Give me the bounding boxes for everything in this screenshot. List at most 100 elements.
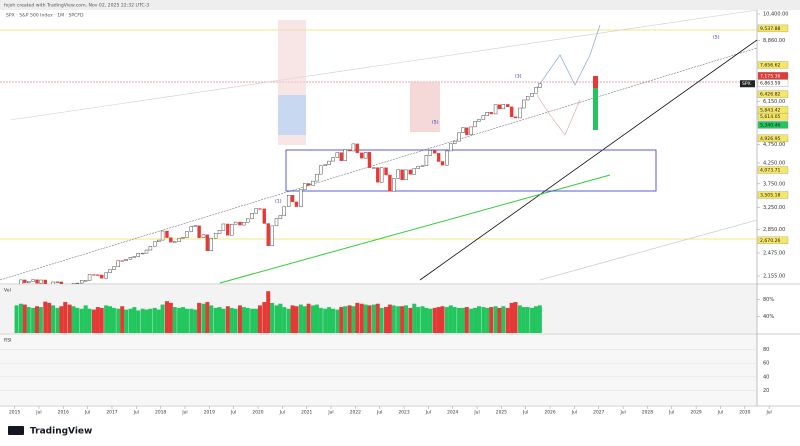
- rsi-panel: [0, 335, 757, 405]
- volume-bar: [257, 305, 262, 333]
- volume-bar: [120, 306, 125, 333]
- volume-bar: [416, 307, 421, 333]
- price-label-bg: [757, 236, 789, 244]
- volume-bar: [148, 308, 153, 333]
- candle: [71, 283, 76, 284]
- candle: [538, 83, 542, 88]
- candle: [144, 249, 149, 254]
- candle: [477, 119, 481, 122]
- volume-bar: [132, 307, 137, 333]
- candle: [473, 121, 477, 128]
- volume-bar: [464, 307, 469, 333]
- volume-bar: [262, 302, 267, 333]
- candle: [461, 127, 465, 133]
- candle: [205, 234, 210, 252]
- volume-bar: [517, 305, 522, 333]
- candle: [481, 115, 486, 120]
- price-label: 6,426.82: [760, 92, 781, 98]
- candle: [116, 260, 120, 267]
- volume-bar: [359, 303, 364, 333]
- candle: [335, 152, 340, 158]
- y-tick-label: 10,400.00: [763, 12, 788, 18]
- volume-bar: [124, 309, 129, 333]
- candle: [23, 279, 27, 284]
- candle: [469, 126, 473, 135]
- x-tick-label: Jul: [230, 410, 236, 416]
- zone: [278, 95, 306, 135]
- candle: [209, 238, 213, 252]
- candle: [424, 155, 429, 166]
- candle: [343, 149, 347, 161]
- volume-bar: [403, 305, 408, 333]
- volume-bar: [55, 307, 60, 333]
- price-label: 3,505.18: [760, 193, 781, 199]
- x-tick-label: Jul: [571, 410, 577, 416]
- x-tick-label: Jul: [181, 410, 187, 416]
- volume-bar: [481, 307, 486, 333]
- volume-bar: [128, 308, 133, 333]
- x-tick-label: 2029: [691, 410, 702, 416]
- volume-bar: [99, 307, 104, 333]
- volume-bar: [31, 307, 36, 333]
- price-label-bg: [757, 112, 789, 121]
- candle: [294, 201, 299, 207]
- candle: [262, 208, 267, 224]
- volume-bar: [193, 309, 198, 333]
- candle: [185, 231, 189, 238]
- volume-bar: [290, 305, 295, 333]
- volume-bar: [91, 309, 96, 333]
- candle: [258, 208, 262, 210]
- volume-bar: [493, 306, 498, 333]
- volume-bar: [530, 307, 535, 333]
- x-tick-label: 2028: [642, 410, 653, 416]
- candle: [347, 149, 352, 152]
- volume-bar: [323, 308, 328, 333]
- x-tick-label: 2017: [106, 410, 117, 416]
- volume-bar: [391, 305, 396, 333]
- volume-bar: [343, 306, 348, 333]
- candle: [104, 272, 108, 279]
- y-tick-label: 4,250.00: [763, 160, 785, 166]
- trend-line: [539, 219, 757, 281]
- candle: [87, 274, 92, 281]
- rsi-tick-label: 60: [763, 361, 769, 367]
- candle: [250, 213, 254, 220]
- volume-bar: [457, 307, 462, 333]
- price-label-bg: [757, 191, 789, 199]
- volume-bar: [160, 304, 165, 333]
- volume-bar: [318, 307, 323, 333]
- candle: [238, 221, 242, 226]
- volume-bar: [314, 304, 319, 333]
- volume-bar: [217, 307, 222, 333]
- candle: [153, 241, 157, 247]
- volume-bar: [489, 307, 494, 333]
- volume-bar: [363, 304, 368, 333]
- volume-bar: [225, 306, 230, 333]
- price-label-bg: [757, 61, 789, 69]
- volume-bar: [213, 307, 218, 333]
- volume-bar: [384, 307, 389, 333]
- candle: [303, 183, 307, 190]
- x-tick-label: Jul: [765, 410, 771, 416]
- x-tick-label: Jul: [717, 410, 723, 416]
- candle: [43, 279, 47, 284]
- volume-bar: [351, 306, 356, 333]
- rsi-tick-label: 20: [763, 388, 769, 394]
- candle: [165, 230, 169, 238]
- price-label-bg: [757, 72, 789, 80]
- candle: [136, 253, 140, 257]
- symbol: SPX: [742, 81, 751, 87]
- candle: [501, 104, 506, 110]
- volume-bar: [233, 308, 238, 333]
- volume-bar: [245, 307, 250, 333]
- x-tick-label: 2027: [593, 410, 604, 416]
- candle: [534, 87, 538, 94]
- volume-label: Vol: [4, 288, 11, 294]
- volume-bar: [347, 305, 352, 333]
- candle: [132, 256, 137, 258]
- candle: [148, 246, 153, 251]
- volume-bar: [140, 308, 145, 333]
- price-label: 5,614.05: [760, 114, 781, 120]
- volume-bar: [205, 302, 210, 333]
